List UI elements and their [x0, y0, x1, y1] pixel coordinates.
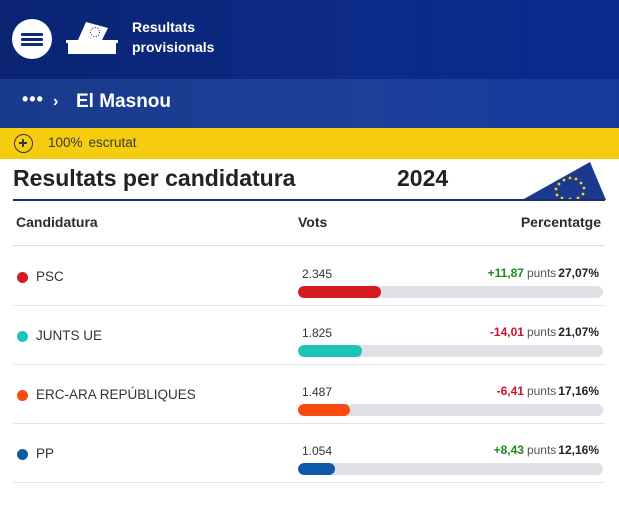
header-title-line2: provisionals: [132, 39, 215, 55]
header-title-line1: Resultats: [132, 19, 196, 35]
change-unit: punts: [526, 325, 557, 339]
breadcrumb-more-button[interactable]: •••: [22, 89, 44, 109]
percentage-cell: +11,87 punts 27,07%: [488, 266, 599, 280]
vote-share-bar: [298, 286, 603, 298]
counting-status-bar: 100% escrutat: [0, 128, 619, 159]
column-header-percentage: Percentatge: [520, 214, 601, 230]
party-name: PSC: [36, 269, 64, 284]
hamburger-icon-line: [21, 43, 43, 46]
result-row[interactable]: JUNTS UE 1.825 -14,01 punts 21,07%: [13, 306, 605, 365]
hamburger-icon: [21, 33, 43, 36]
result-row[interactable]: PSC 2.345 +11,87 punts 27,07%: [13, 247, 605, 306]
percentage-value: 27,07%: [558, 266, 599, 280]
change-unit: punts: [526, 266, 557, 280]
eu-flag-icon: [522, 162, 606, 200]
change-value: +11,87: [487, 266, 524, 280]
chevron-right-icon: ›: [53, 93, 59, 110]
votes-count: 2.345: [302, 267, 333, 281]
votes-count: 1.487: [302, 385, 333, 399]
percentage-value: 21,07%: [558, 325, 599, 339]
menu-button[interactable]: [12, 19, 52, 59]
percentage-value: 12,16%: [558, 443, 599, 457]
party-color-dot: [17, 272, 28, 283]
column-header-candidacy: Candidatura: [16, 214, 98, 230]
counted-label: escrutat: [88, 135, 137, 150]
percentage-cell: -14,01 punts 21,07%: [490, 325, 599, 339]
header-divider: [13, 245, 605, 246]
breadcrumb: ••• › El Masnou: [0, 79, 619, 128]
breadcrumb-current: El Masnou: [76, 91, 172, 112]
percentage-value: 17,16%: [558, 384, 599, 398]
counted-percent: 100%: [48, 135, 83, 150]
vote-share-fill: [298, 463, 336, 475]
header-title: Resultats provisionals: [132, 17, 272, 57]
party-color-dot: [17, 331, 28, 342]
vote-share-fill: [298, 345, 363, 357]
change-value: -14,01: [489, 325, 524, 339]
title-divider: [13, 199, 605, 201]
percentage-cell: -6,41 punts 17,16%: [497, 384, 599, 398]
hamburger-icon-line: [21, 38, 43, 41]
vote-share-bar: [298, 404, 603, 416]
election-year: 2024: [397, 165, 449, 191]
result-row[interactable]: ERC-ARA REPÚBLIQUES 1.487 -6,41 punts 17,1…: [13, 365, 605, 424]
change-unit: punts: [526, 384, 557, 398]
votes-count: 1.825: [302, 326, 333, 340]
party-name: ERC-ARA REPÚBLIQUES: [36, 387, 196, 402]
result-row[interactable]: PP 1.054 +8,43 punts 12,16%: [13, 424, 605, 483]
votes-count: 1.054: [302, 444, 333, 458]
change-unit: punts: [526, 443, 557, 457]
app-header: Resultats provisionals: [0, 0, 619, 79]
vote-share-bar: [298, 345, 603, 357]
change-value: -6,41: [496, 384, 524, 398]
party-color-dot: [17, 390, 28, 401]
percentage-cell: +8,43 punts 12,16%: [494, 443, 599, 457]
counting-status: 100% escrutat: [48, 135, 137, 150]
party-color-dot: [17, 449, 28, 460]
vote-share-bar: [298, 463, 603, 475]
change-value: +8,43: [493, 443, 524, 457]
results-table-header: Candidatura Vots Percentatge: [0, 214, 619, 234]
ballot-box-icon: [66, 22, 118, 54]
expand-plus-icon[interactable]: [14, 134, 33, 153]
vote-share-fill: [298, 404, 351, 416]
vote-share-fill: [298, 286, 381, 298]
party-name: JUNTS UE: [36, 328, 103, 343]
party-name: PP: [36, 446, 55, 461]
column-header-votes: Vots: [298, 214, 328, 230]
page-title: Resultats per candidatura: [13, 165, 296, 191]
